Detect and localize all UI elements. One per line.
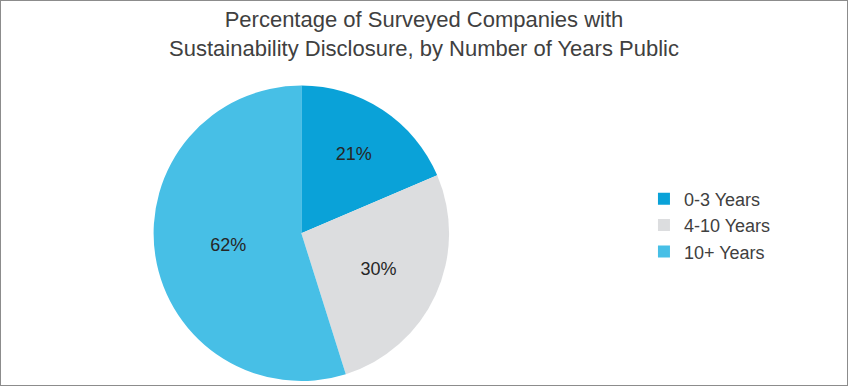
svg-text:0-3 Years: 0-3 Years — [684, 190, 760, 210]
svg-text:21%: 21% — [336, 144, 372, 164]
svg-text:62%: 62% — [210, 235, 246, 255]
svg-text:10+ Years: 10+ Years — [684, 243, 765, 263]
svg-text:4-10 Years: 4-10 Years — [684, 216, 770, 236]
svg-text:30%: 30% — [360, 259, 396, 279]
svg-text:Percentage of Surveyed Compani: Percentage of Surveyed Companies withSus… — [169, 7, 679, 61]
